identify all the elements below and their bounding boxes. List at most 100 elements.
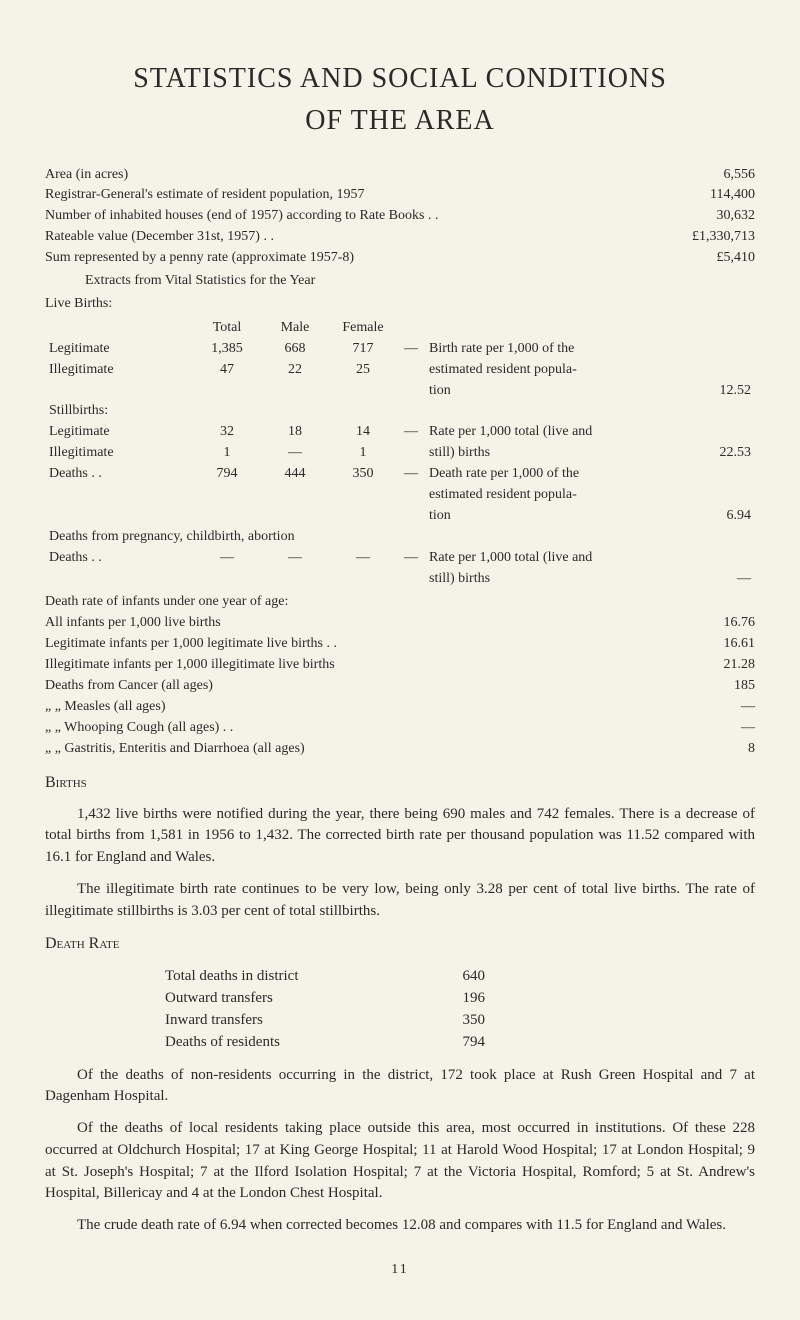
page-subtitle: OF THE AREA: [45, 102, 755, 140]
infant-row: Legitimate infants per 1,000 legitimate …: [45, 635, 755, 654]
cell-dash: —: [397, 422, 425, 443]
infant-val: 185: [724, 677, 755, 696]
infant-row: Illegitimate infants per 1,000 illegitim…: [45, 656, 755, 675]
infant-label: All infants per 1,000 live births: [45, 614, 714, 633]
cell-male: 18: [261, 422, 329, 443]
row-label: Illegitimate: [45, 360, 193, 381]
cell-val: 6.94: [687, 506, 755, 527]
cell-note: Birth rate per 1,000 of the: [425, 339, 687, 360]
stat-value: 114,400: [700, 186, 755, 205]
stat-row: Sum represented by a penny rate (approxi…: [45, 249, 755, 268]
cell-male: —: [261, 443, 329, 464]
row-label: Illegitimate: [45, 443, 193, 464]
vitals-row-sb-legitimate: Legitimate 32 18 14 — Rate per 1,000 tot…: [45, 422, 755, 443]
infant-label: Illegitimate infants per 1,000 illegitim…: [45, 656, 714, 675]
infant-val: 8: [738, 740, 755, 759]
infant-header: Death rate of infants under one year of …: [45, 593, 755, 612]
cell-dash: —: [397, 339, 425, 360]
death-rate-row: Inward transfers 350: [165, 1010, 755, 1030]
vitals-row-deaths: Deaths . . 794 444 350 — Death rate per …: [45, 464, 755, 485]
cell-total: 1,385: [193, 339, 261, 360]
cell-note: estimated resident popula-: [425, 485, 687, 506]
death-rate-row: Total deaths in district 640: [165, 966, 755, 986]
cell-note: estimated resident popula-: [425, 360, 687, 381]
stat-row: Registrar-General's estimate of resident…: [45, 186, 755, 205]
death-rate-block: Total deaths in district 640 Outward tra…: [45, 966, 755, 1053]
row-label: Deaths . .: [45, 548, 193, 569]
cell-total: 1: [193, 443, 261, 464]
dfp-header: Deaths from pregnancy, childbirth, abort…: [45, 527, 397, 548]
col-female: Female: [329, 318, 397, 339]
stat-label: Rateable value (December 31st, 1957) . .: [45, 228, 682, 247]
cell-val: 12.52: [687, 381, 755, 402]
cell-female: 25: [329, 360, 397, 381]
infant-label: Deaths from Cancer (all ages): [45, 677, 724, 696]
page-title: STATISTICS AND SOCIAL CONDITIONS: [45, 60, 755, 98]
dr-val: 640: [425, 966, 485, 986]
dr-val: 196: [425, 988, 485, 1008]
page-number: 11: [45, 1261, 755, 1280]
vitals-row-deaths-cont1: estimated resident popula-: [45, 485, 755, 506]
col-male: Male: [261, 318, 329, 339]
vitals-row-dfp: Deaths . . — — — — Rate per 1,000 total …: [45, 548, 755, 569]
cell-note: Rate per 1,000 total (live and: [425, 548, 687, 569]
stat-value: £5,410: [707, 249, 756, 268]
infant-label: „ „ Gastritis, Enteritis and Diarrhoea (…: [45, 740, 738, 759]
stat-value: £1,330,713: [682, 228, 755, 247]
cell-val: —: [687, 569, 755, 590]
stat-row: Rateable value (December 31st, 1957) . .…: [45, 228, 755, 247]
infant-row: All infants per 1,000 live births 16.76: [45, 614, 755, 633]
extracts-header: Extracts from Vital Statistics for the Y…: [85, 272, 755, 291]
infant-val: 21.28: [714, 656, 756, 675]
infant-val: —: [731, 698, 755, 717]
death-rate-heading: Death Rate: [45, 932, 755, 955]
body-text: Of the deaths of non-residents occurring…: [45, 1065, 755, 1237]
births-heading: Births: [45, 771, 755, 794]
col-total: Total: [193, 318, 261, 339]
row-label: Legitimate: [45, 339, 193, 360]
stat-label: Sum represented by a penny rate (approxi…: [45, 249, 707, 268]
cell-female: —: [329, 548, 397, 569]
stat-label: Registrar-General's estimate of resident…: [45, 186, 700, 205]
stat-label: Area (in acres): [45, 166, 714, 185]
dr-key: Total deaths in district: [165, 966, 425, 986]
cell-female: 717: [329, 339, 397, 360]
infant-val: —: [731, 719, 755, 738]
cell-dash: —: [397, 464, 425, 485]
death-rate-row: Deaths of residents 794: [165, 1032, 755, 1052]
dr-val: 794: [425, 1032, 485, 1052]
stillbirths-header: Stillbirths:: [45, 401, 193, 422]
cell-note: Rate per 1,000 total (live and: [425, 422, 687, 443]
infant-val: 16.76: [714, 614, 756, 633]
cell-female: 14: [329, 422, 397, 443]
paragraph: Of the deaths of non-residents occurring…: [45, 1065, 755, 1109]
infant-label: „ „ Measles (all ages): [45, 698, 731, 717]
cell-note: Death rate per 1,000 of the: [425, 464, 687, 485]
paragraph: Of the deaths of local residents taking …: [45, 1118, 755, 1205]
vitals-table: Total Male Female Legitimate 1,385 668 7…: [45, 318, 755, 590]
stat-label: Number of inhabited houses (end of 1957)…: [45, 207, 707, 226]
cell-male: —: [261, 548, 329, 569]
cell-total: —: [193, 548, 261, 569]
cell-total: 47: [193, 360, 261, 381]
cell-val: 22.53: [687, 443, 755, 464]
dr-key: Inward transfers: [165, 1010, 425, 1030]
infant-row: „ „ Whooping Cough (all ages) . . —: [45, 719, 755, 738]
cell-dash: —: [397, 548, 425, 569]
live-births-header: Live Births:: [45, 295, 755, 314]
cell-female: 1: [329, 443, 397, 464]
vitals-row-dfp-header: Deaths from pregnancy, childbirth, abort…: [45, 527, 755, 548]
cell-female: 350: [329, 464, 397, 485]
stat-row: Number of inhabited houses (end of 1957)…: [45, 207, 755, 226]
infant-row: „ „ Measles (all ages) —: [45, 698, 755, 717]
infant-rates-block: All infants per 1,000 live births 16.76 …: [45, 614, 755, 758]
vitals-header-row: Total Male Female: [45, 318, 755, 339]
cell-note: tion: [425, 381, 687, 402]
row-label: Deaths . .: [45, 464, 193, 485]
paragraph: 1,432 live births were notified during t…: [45, 804, 755, 869]
vitals-row-tion: tion 12.52: [45, 381, 755, 402]
vitals-row-deaths-cont2: tion 6.94: [45, 506, 755, 527]
infant-row: Deaths from Cancer (all ages) 185: [45, 677, 755, 696]
body-text: Births 1,432 live births were notified d…: [45, 771, 755, 956]
dr-val: 350: [425, 1010, 485, 1030]
